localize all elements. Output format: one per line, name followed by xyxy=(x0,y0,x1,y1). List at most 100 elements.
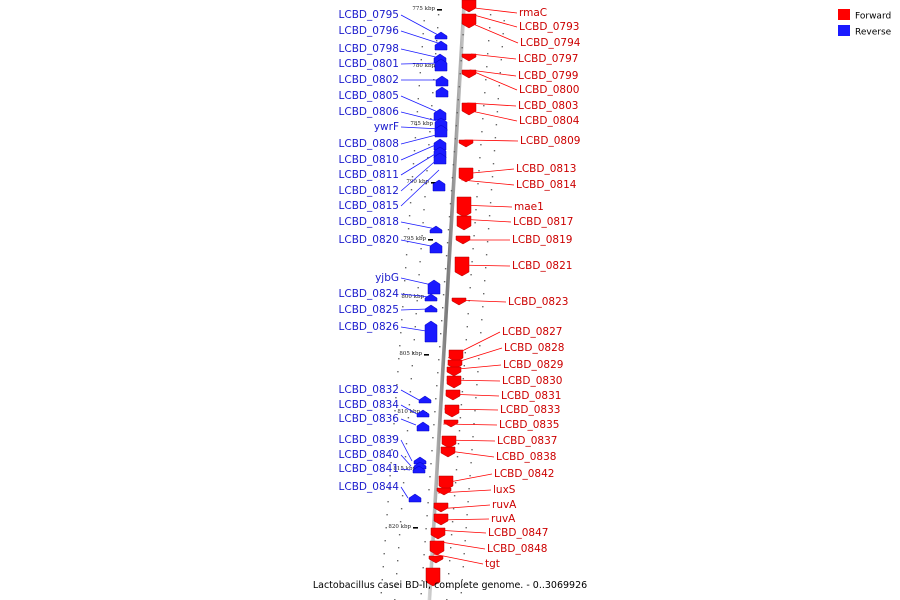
reverse-gene-label-lcbd-0824: LCBD_0824 xyxy=(339,288,400,300)
backbone-dot xyxy=(489,202,492,204)
backbone-dot xyxy=(485,254,488,256)
backbone-dot xyxy=(484,280,486,282)
forward-gene-arrow xyxy=(446,366,462,377)
reverse-gene-leader xyxy=(400,418,417,426)
forward-gene-arrow xyxy=(444,404,460,418)
backbone-dot xyxy=(436,385,438,387)
backbone-dot xyxy=(454,482,457,484)
backbone-dot xyxy=(382,566,384,568)
backbone-dot xyxy=(383,553,385,555)
forward-gene-label-lcbd-0833: LCBD_0833 xyxy=(500,404,560,416)
forward-gene-arrow xyxy=(440,446,456,458)
backbone-dot xyxy=(457,443,460,445)
backbone-dot xyxy=(476,196,478,198)
backbone-dot xyxy=(421,46,423,48)
reverse-gene-leader xyxy=(400,308,429,311)
reverse-gene-arrow xyxy=(424,293,438,302)
forward-gene-leader xyxy=(435,518,490,521)
backbone-dot xyxy=(465,339,467,341)
reverse-gene-label-lcbd-0844: LCBD_0844 xyxy=(339,481,400,493)
backbone-dot xyxy=(412,352,414,354)
backbone-dot xyxy=(486,66,488,68)
backbone-dot xyxy=(471,261,473,263)
backbone-dot xyxy=(438,359,440,361)
backbone-dot xyxy=(496,111,499,113)
forward-gene-arrow xyxy=(436,487,452,496)
forward-gene-leader xyxy=(438,489,492,494)
backbone-dot xyxy=(439,346,441,348)
forward-gene-arrow xyxy=(433,502,449,513)
backbone-dot xyxy=(473,423,475,425)
reverse-gene-label-lcbd-0812: LCBD_0812 xyxy=(339,185,399,197)
backbone-dot xyxy=(476,384,478,386)
backbone-dot xyxy=(418,85,420,87)
tick-label: 775 kbp xyxy=(412,6,435,12)
reverse-gene-arrow xyxy=(435,75,449,87)
backbone-dot xyxy=(412,163,415,165)
reverse-gene-label-lcbd-0795: LCBD_0795 xyxy=(339,9,399,21)
forward-gene-label-lcbd-0800: LCBD_0800 xyxy=(519,84,579,96)
backbone-dot xyxy=(400,508,403,510)
forward-gene-arrow xyxy=(461,69,477,79)
reverse-gene-label-lcbd-0811: LCBD_0811 xyxy=(339,169,399,181)
backbone-dot xyxy=(485,79,487,81)
reverse-gene-leader xyxy=(400,95,441,114)
legend-reverse-swatch xyxy=(838,25,850,36)
backbone-dot xyxy=(414,326,416,328)
backbone-dot xyxy=(452,508,455,510)
backbone-dot xyxy=(435,53,437,55)
backbone-dot xyxy=(437,27,439,29)
backbone-dot xyxy=(488,40,490,42)
backbone-dot xyxy=(469,287,471,289)
backbone-dot xyxy=(394,410,396,412)
forward-gene-label-lcbd-0837: LCBD_0837 xyxy=(497,435,557,447)
reverse-gene-label-ywrf: ywrF xyxy=(374,121,399,133)
backbone-dot xyxy=(463,553,465,555)
reverse-gene-label-lcbd-0841: LCBD_0841 xyxy=(339,463,399,475)
forward-gene-label-lcbd-0823: LCBD_0823 xyxy=(508,296,568,308)
backbone-dot xyxy=(421,580,423,582)
backbone-dot xyxy=(431,105,433,107)
forward-gene-arrow xyxy=(456,215,472,231)
backbone-dot xyxy=(462,566,464,568)
backbone-dot xyxy=(489,14,492,16)
forward-gene-arrow xyxy=(428,555,444,564)
backbone-dot xyxy=(393,423,395,425)
backbone-dot xyxy=(404,280,406,282)
backbone-dot xyxy=(398,534,401,536)
legend-reverse-label: Reverse xyxy=(855,28,892,38)
reverse-gene-arrow xyxy=(424,320,438,343)
reverse-gene-arrow xyxy=(435,86,449,98)
forward-gene-arrow xyxy=(445,389,461,401)
backbone-dot xyxy=(452,164,455,166)
forward-gene-leader xyxy=(461,168,515,175)
forward-gene-label-luxs: luxS xyxy=(493,484,516,496)
backbone-dot xyxy=(478,358,480,360)
reverse-gene-arrow xyxy=(434,58,448,72)
backbone-dot xyxy=(427,502,429,504)
backbone-dot xyxy=(397,371,399,373)
backbone-dot xyxy=(420,593,422,595)
backbone-dot xyxy=(395,397,397,399)
reverse-gene-arrow xyxy=(416,421,430,432)
tick-mark xyxy=(424,354,429,356)
backbone-dot xyxy=(411,365,413,367)
backbone-dot xyxy=(434,411,436,413)
backbone-dot xyxy=(399,345,401,347)
backbone-dot xyxy=(462,34,464,36)
backbone-dot xyxy=(391,449,393,451)
tick-label: 805 kbp xyxy=(399,351,422,357)
forward-gene-arrow xyxy=(451,297,467,306)
backbone-dot xyxy=(483,293,485,295)
forward-gene-label-lcbd-0848: LCBD_0848 xyxy=(487,543,547,555)
forward-gene-leader xyxy=(446,379,501,382)
tick-label: 810 kbp xyxy=(397,409,420,415)
backbone-dot xyxy=(480,332,482,334)
backbone-dot xyxy=(459,417,462,419)
backbone-dot xyxy=(503,20,505,22)
backbone-dot xyxy=(436,40,438,42)
backbone-dot xyxy=(481,131,483,133)
backbone-dot xyxy=(464,352,466,354)
backbone-dot xyxy=(502,33,504,35)
backbone-dot xyxy=(474,222,476,224)
